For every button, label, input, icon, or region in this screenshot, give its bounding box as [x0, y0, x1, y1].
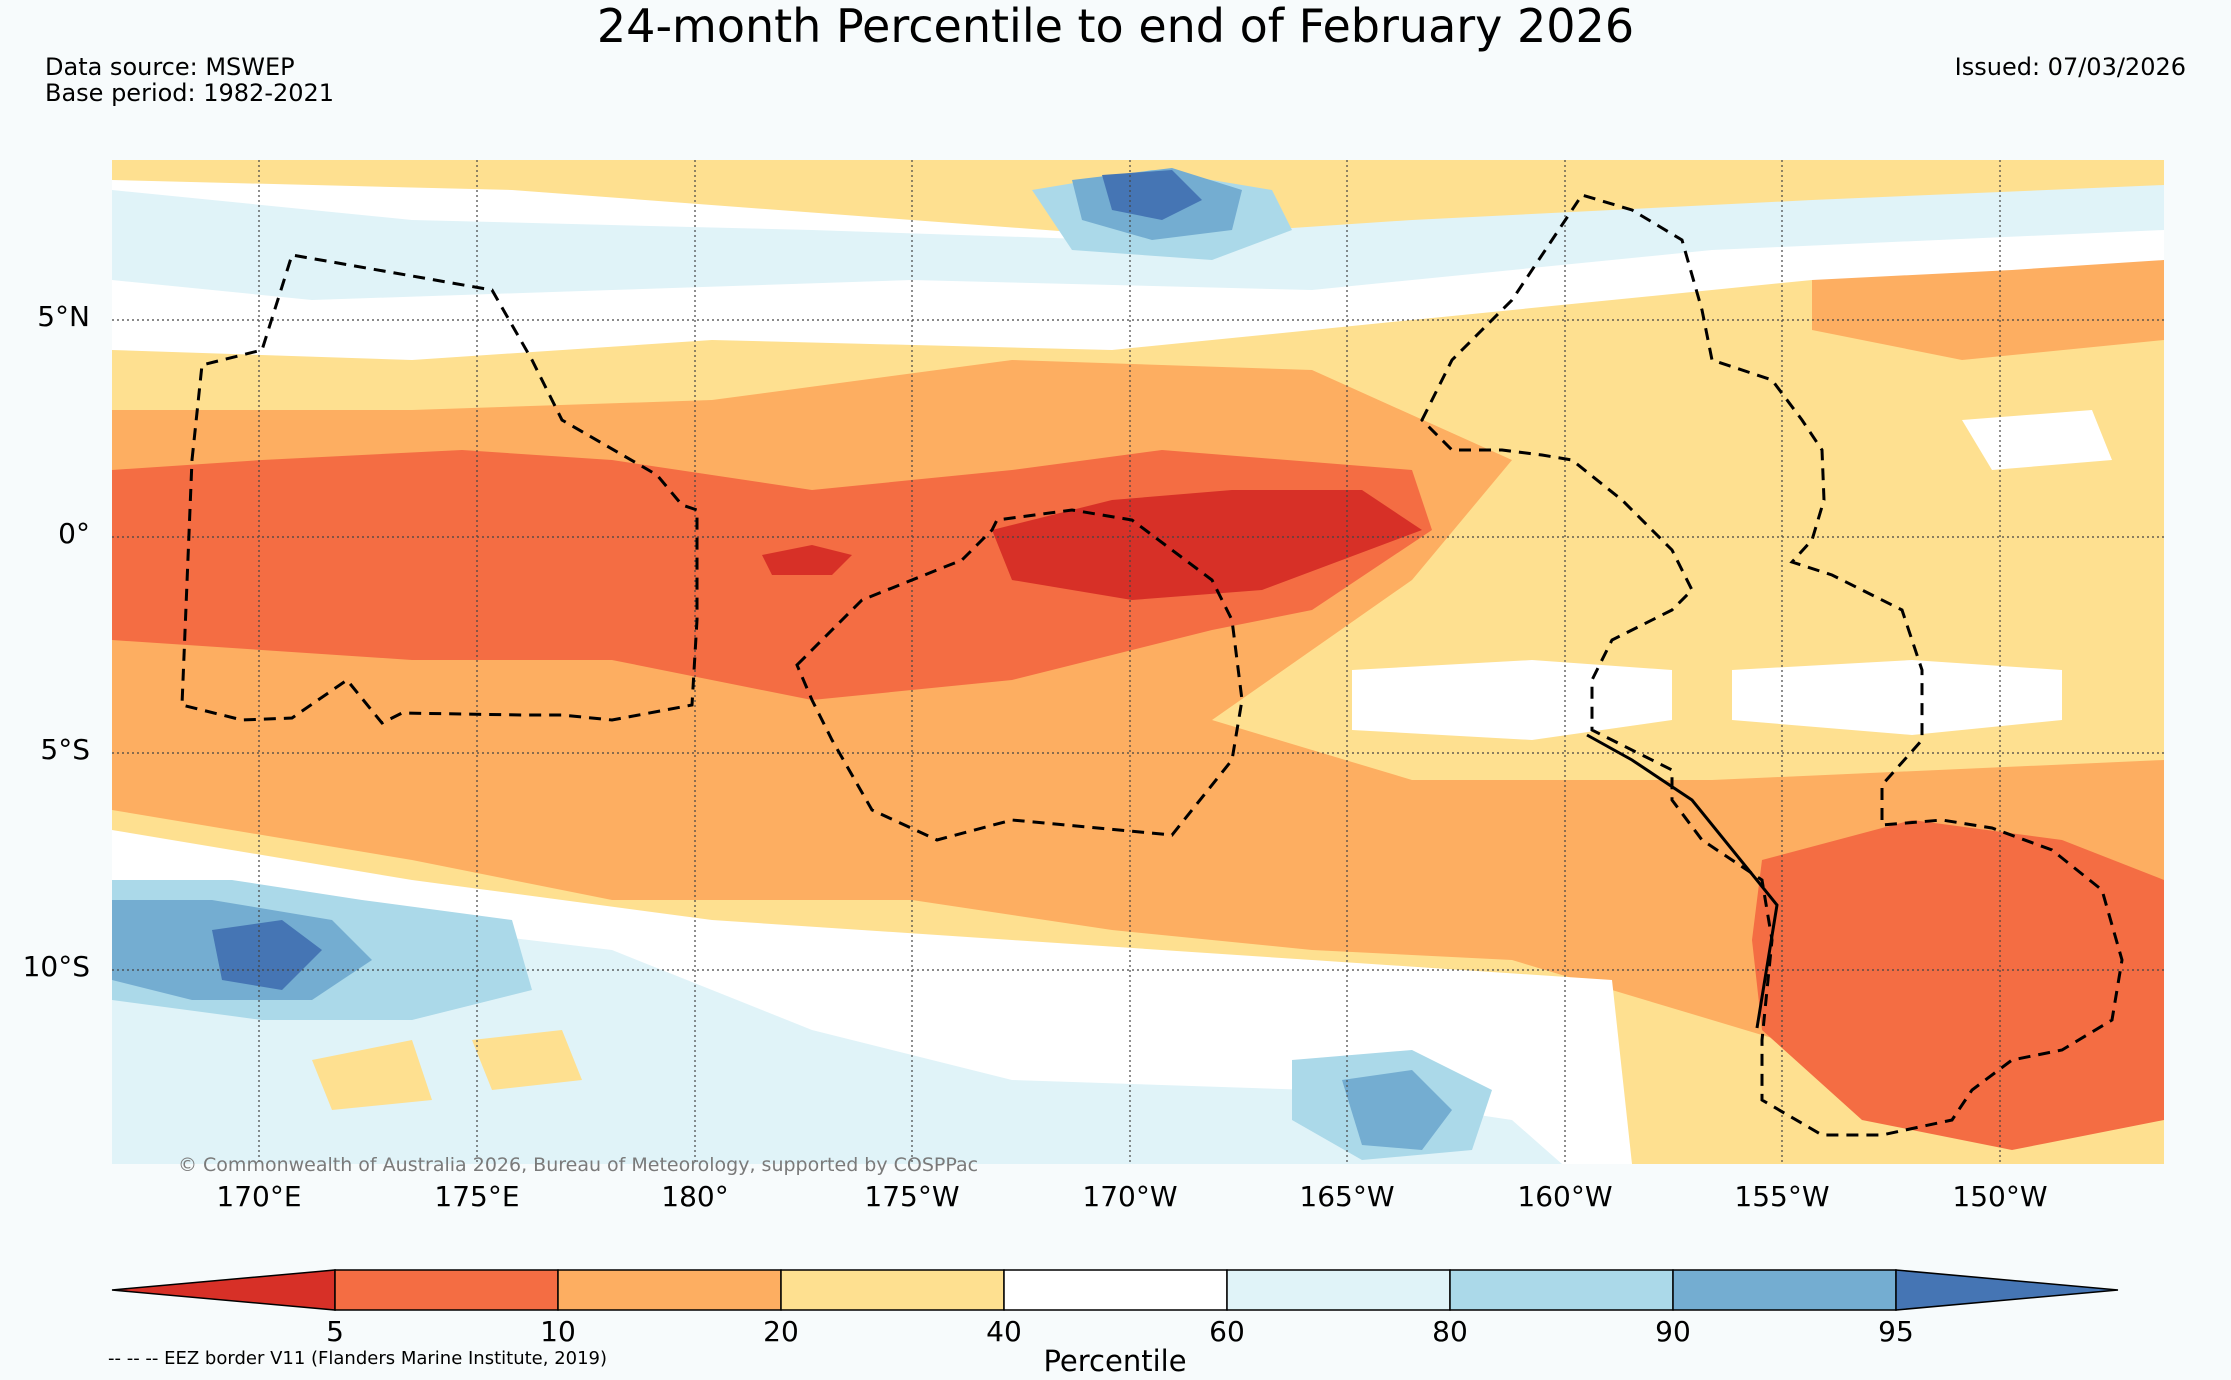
colorbar-tick-90: 90 [1655, 1315, 1691, 1348]
colorbar-tick-10: 10 [540, 1315, 576, 1348]
band-20-40-south-patch [312, 1040, 432, 1110]
lon-label-170e: 170°E [216, 1180, 302, 1213]
colorbar-tick-20: 20 [763, 1315, 799, 1348]
percentile-map [112, 160, 2164, 1164]
colorbar-tick-60: 60 [1209, 1315, 1245, 1348]
lon-label-170w: 170°W [1082, 1180, 1178, 1213]
band-40-60-east [1352, 660, 1672, 740]
band-20-40-south-patch2 [472, 1030, 582, 1090]
colorbar-20-40 [780, 1269, 1005, 1311]
lon-label-150w: 150°W [1952, 1180, 2048, 1213]
map-metadata-left: Data source: MSWEP Base period: 1982-202… [45, 54, 334, 106]
colorbar-label: Percentile [1043, 1344, 1187, 1378]
band-above95-southwest [212, 920, 322, 990]
colorbar [111, 1269, 2119, 1311]
lon-label-180: 180° [661, 1180, 729, 1213]
band-5-10-southeast [1752, 820, 2164, 1150]
lat-label-5n: 5°N [37, 300, 90, 333]
base-period: Base period: 1982-2021 [45, 79, 335, 107]
colorbar-tick-95: 95 [1878, 1315, 1914, 1348]
colorbar-above95 [1895, 1269, 2119, 1311]
solid-boundary [1586, 733, 1779, 1029]
graticule [112, 160, 2164, 1164]
colorbar-80-90 [1449, 1269, 1674, 1311]
data-source: Data source: MSWEP [45, 53, 295, 81]
band-above95-north [1102, 170, 1202, 220]
colorbar-10-20 [557, 1269, 782, 1311]
lon-label-155w: 155°W [1734, 1180, 1830, 1213]
lon-label-175e: 175°E [434, 1180, 520, 1213]
lon-label-160w: 160°W [1517, 1180, 1613, 1213]
band-40-60-east2 [1732, 660, 2062, 735]
colorbar-below5 [111, 1269, 336, 1311]
map-title: 24-month Percentile to end of February 2… [596, 0, 1635, 53]
band-90-95-southcentral [1342, 1070, 1452, 1150]
colorbar-90-95 [1672, 1269, 1897, 1311]
colorbar-tick-80: 80 [1432, 1315, 1468, 1348]
band-below5-west [762, 545, 852, 575]
lat-label-5s: 5°S [40, 733, 90, 766]
lon-label-175w: 175°W [864, 1180, 960, 1213]
band-10-20-northeast [1812, 260, 2164, 360]
band-below5-core [992, 490, 1422, 600]
issued-date: Issued: 07/03/2026 [1954, 53, 2186, 81]
lat-label-10s: 10°S [22, 950, 90, 983]
lat-label-0: 0° [58, 517, 90, 550]
lon-label-165w: 165°W [1299, 1180, 1395, 1213]
copyright-notice: © Commonwealth of Australia 2026, Bureau… [178, 1154, 979, 1176]
colorbar-tick-5: 5 [326, 1315, 344, 1348]
colorbar-40-60 [1003, 1269, 1228, 1311]
colorbar-60-80 [1226, 1269, 1451, 1311]
colorbar-5-10 [334, 1269, 559, 1311]
eez-borders [180, 193, 2124, 1137]
colorbar-tick-40: 40 [986, 1315, 1022, 1348]
eez-legend-note: -- -- -- EEZ border V11 (Flanders Marine… [108, 1348, 608, 1369]
